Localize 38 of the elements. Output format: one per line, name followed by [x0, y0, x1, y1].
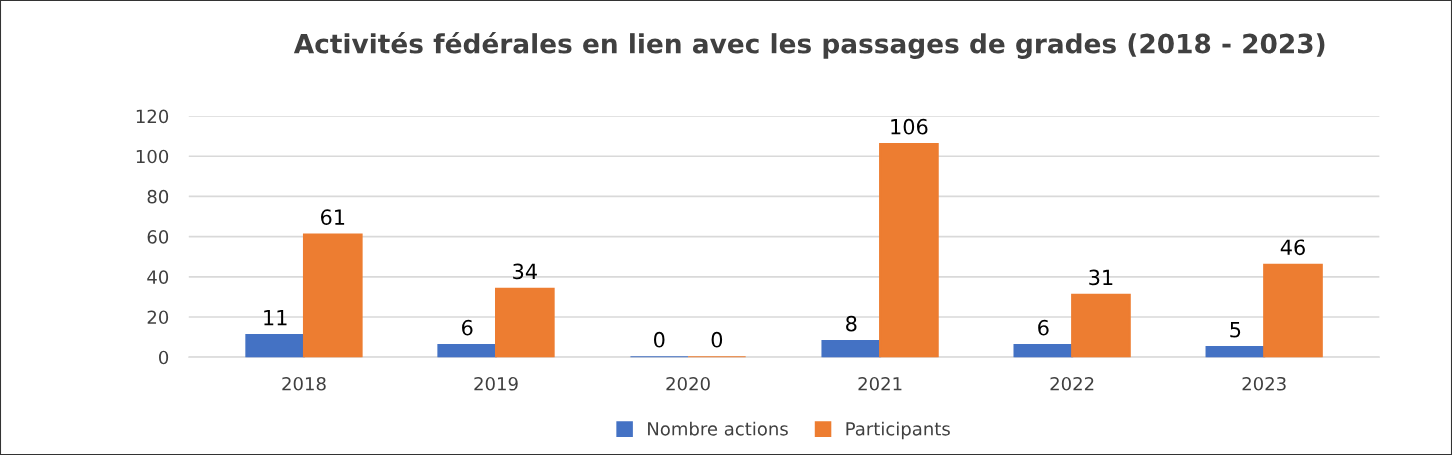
data-label: 46	[1280, 239, 1305, 256]
y-tick-label: 80	[147, 189, 169, 204]
bar	[879, 143, 939, 358]
x-tick-label: 2019	[474, 376, 518, 391]
data-label: 6	[1038, 319, 1049, 336]
data-label: 106	[891, 118, 928, 135]
bar	[437, 344, 498, 358]
bar	[494, 287, 555, 358]
x-tick-label: 2023	[1242, 376, 1286, 391]
y-tick-label: 0	[159, 350, 169, 365]
bar	[302, 233, 363, 358]
data-label: 0	[711, 331, 723, 348]
x-tick-label: 2018	[282, 376, 326, 391]
y-tick-label: 60	[147, 230, 169, 244]
bar	[245, 334, 306, 358]
bar	[1071, 293, 1131, 358]
data-label: 8	[846, 315, 857, 332]
x-tick-label: 2021	[858, 376, 902, 391]
legend-label: Nombre actions	[648, 421, 788, 436]
bar	[1263, 263, 1323, 358]
legend-label: Participants	[846, 421, 950, 440]
y-tick-label: 100	[136, 149, 169, 164]
data-label: 0	[654, 331, 665, 348]
data-label: 6	[462, 319, 473, 336]
data-label: 5	[1230, 322, 1241, 338]
x-tick-label: 2022	[1050, 376, 1094, 391]
y-tick-label: 40	[147, 270, 169, 284]
bar	[821, 340, 882, 358]
data-label: 34	[513, 263, 537, 280]
y-tick-label: 120	[136, 109, 169, 124]
bar	[1205, 346, 1266, 358]
bar	[1013, 344, 1074, 358]
data-label: 31	[1089, 269, 1113, 286]
x-tick-label: 2020	[666, 376, 710, 391]
data-label: 61	[320, 209, 345, 225]
data-label: 11	[264, 309, 287, 326]
chart-title: Activités fédérales en lien avec les passages de grades (2018 - 2023)	[293, 32, 1325, 59]
y-tick-label: 20	[147, 310, 169, 325]
